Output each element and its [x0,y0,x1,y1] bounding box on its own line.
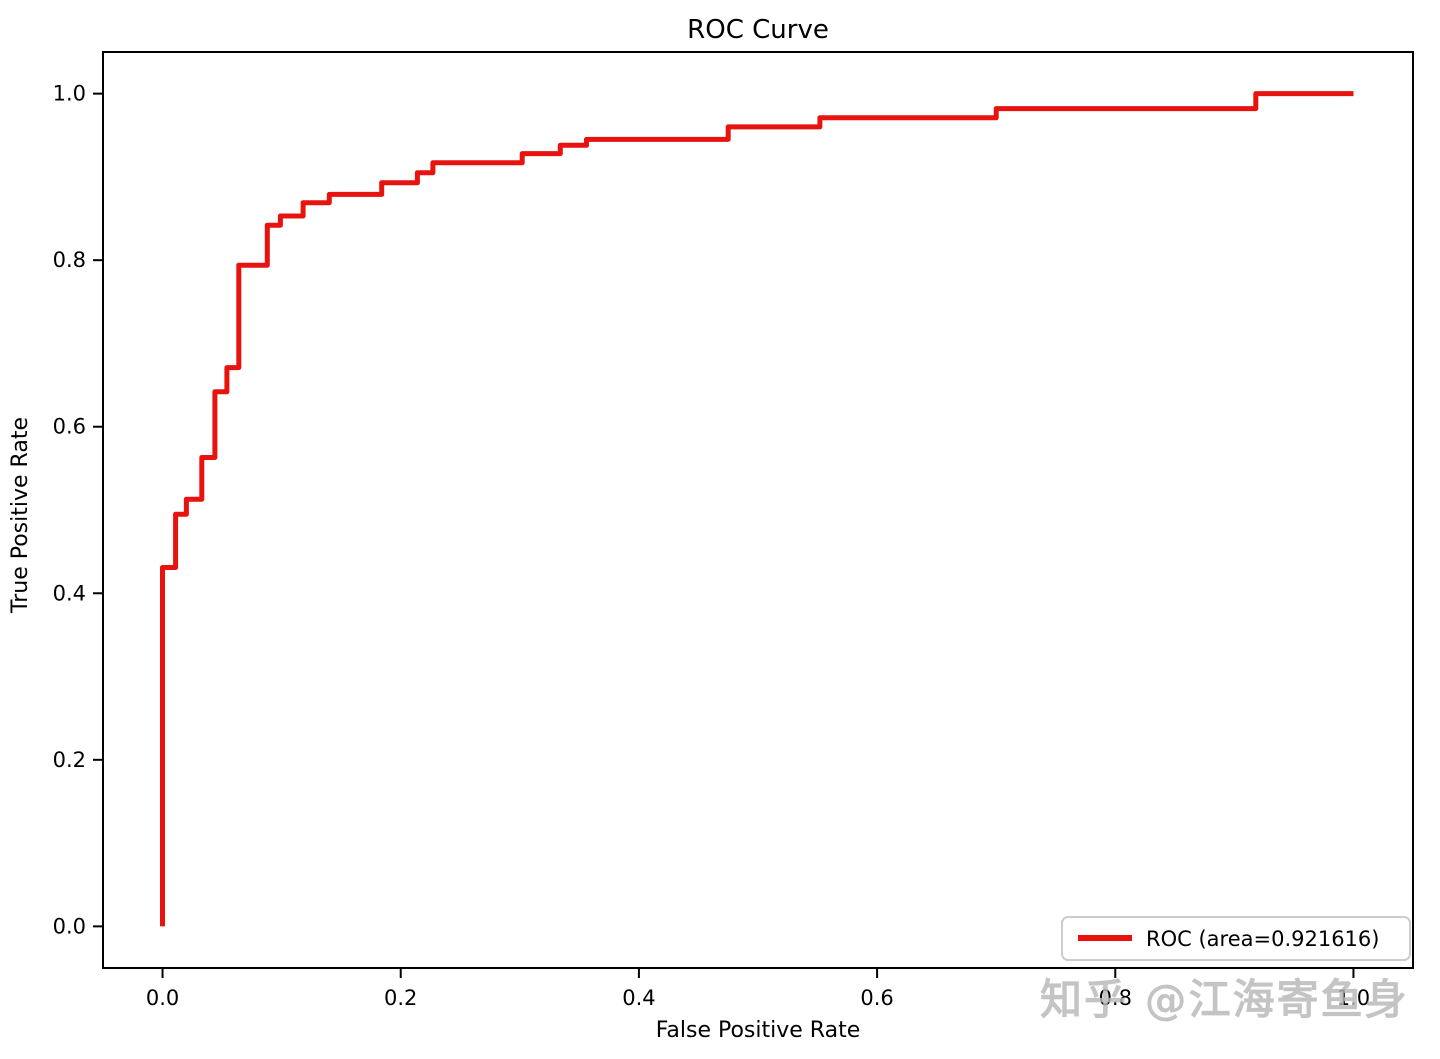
legend: ROC (area=0.921616) [1061,916,1411,961]
y-tick-label: 0.0 [53,914,86,938]
y-tick-label: 0.2 [53,748,86,772]
y-tick-label: 0.8 [53,248,86,272]
legend-label: ROC (area=0.921616) [1146,927,1379,951]
y-tick-label: 1.0 [53,82,86,106]
y-tick-label: 0.4 [53,581,86,605]
x-ticks: 0.0 0.2 0.4 0.6 0.8 1.0 [146,969,1370,1010]
x-tick-label: 0.8 [1099,986,1132,1010]
y-axis-label: True Positive Rate [8,417,33,614]
x-axis-label: False Positive Rate [656,1018,860,1043]
y-ticks: 0.0 0.2 0.4 0.6 0.8 1.0 [53,82,102,938]
legend-box [1061,916,1411,961]
chart-title: ROC Curve [687,15,829,45]
watermark: 知乎 @江海寄鱼身 [1040,975,1409,1024]
plot-area [102,51,1414,969]
x-tick-label: 0.2 [384,986,417,1010]
x-tick-label: 0.0 [146,986,179,1010]
x-tick-label: 1.0 [1337,986,1370,1010]
x-tick-label: 0.4 [622,986,655,1010]
y-tick-label: 0.6 [53,415,86,439]
x-tick-label: 0.6 [860,986,893,1010]
roc-curve [160,91,1354,927]
